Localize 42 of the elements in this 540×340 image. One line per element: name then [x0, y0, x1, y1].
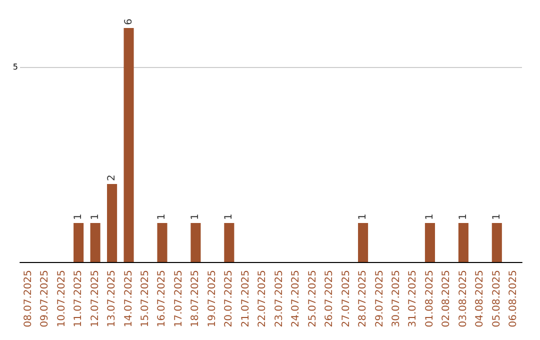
x-tick-label: 09.07.2025: [40, 270, 51, 328]
y-tick-label: 5: [12, 62, 18, 72]
x-tick-label: 25.07.2025: [307, 270, 318, 328]
x-tick-label: 02.08.2025: [441, 270, 452, 328]
x-tick-label: 08.07.2025: [22, 270, 34, 328]
x-tick-label: 12.07.2025: [90, 270, 101, 328]
data-label: 1: [491, 214, 502, 220]
x-tick-label: 29.07.2025: [374, 270, 386, 328]
x-tick-label: 03.08.2025: [458, 270, 469, 328]
data-label: 2: [106, 174, 118, 181]
x-tick-label: 20.07.2025: [224, 270, 235, 328]
x-tick-label: 11.07.2025: [73, 270, 84, 328]
x-tick-label: 22.07.2025: [257, 270, 268, 328]
data-label: 1: [358, 214, 369, 220]
data-label: 1: [458, 214, 469, 220]
x-tick-label: 31.07.2025: [408, 270, 419, 328]
x-tick-label: 13.07.2025: [106, 270, 118, 328]
x-tick-label: 06.08.2025: [508, 270, 520, 328]
x-tick-label: 04.08.2025: [474, 270, 486, 328]
x-tick-label: 15.07.2025: [140, 270, 151, 328]
x-tick-label: 16.07.2025: [156, 270, 168, 328]
x-tick-label: 28.07.2025: [358, 270, 369, 328]
data-label: 6: [123, 18, 134, 25]
data-label: 1: [424, 214, 436, 220]
x-tick-label: 14.07.2025: [123, 270, 134, 328]
x-tick-label: 17.07.2025: [173, 270, 184, 328]
x-tick-label: 27.07.2025: [340, 270, 352, 328]
x-tick-label: 10.07.2025: [56, 270, 68, 328]
x-tick-label: 23.07.2025: [274, 270, 285, 328]
x-tick-label: 05.08.2025: [491, 270, 502, 328]
x-tick-label: 26.07.2025: [324, 270, 336, 328]
data-label: 1: [90, 214, 101, 220]
x-tick-label: 18.07.2025: [190, 270, 202, 328]
data-label: 1: [73, 214, 84, 220]
x-tick-label: 19.07.2025: [206, 270, 218, 328]
x-tick-label: 21.07.2025: [240, 270, 252, 328]
x-tick-label: 30.07.2025: [391, 270, 402, 328]
x-tick-label: 24.07.2025: [290, 270, 302, 328]
data-label: 1: [224, 214, 235, 220]
data-label: 1: [156, 214, 168, 220]
data-label: 1: [190, 214, 202, 220]
x-tick-label: 01.08.2025: [424, 270, 436, 328]
